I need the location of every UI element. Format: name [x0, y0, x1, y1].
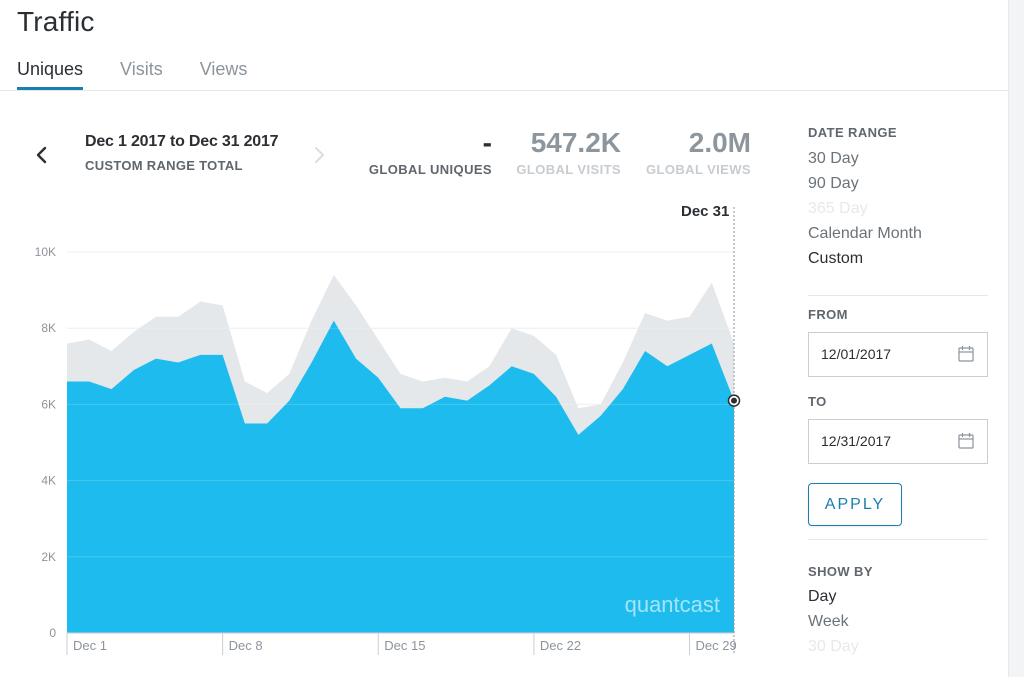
show-by-heading: SHOW BY — [808, 564, 873, 579]
page-scrollbar[interactable] — [1008, 0, 1024, 677]
traffic-tabs: Uniques Visits Views — [17, 59, 284, 90]
to-date-input[interactable]: 12/31/2017 — [808, 419, 988, 464]
chart-hover-date: Dec 31 — [681, 203, 730, 220]
from-date-input[interactable]: 12/01/2017 — [808, 332, 988, 377]
calendar-icon[interactable] — [958, 432, 974, 449]
x-tick-label: Dec 8 — [229, 638, 263, 653]
from-label: FROM — [808, 307, 848, 322]
metric-value: - — [482, 127, 492, 158]
chevron-left-icon — [36, 146, 47, 164]
traffic-chart-svg: 0 2K 4K 6K 8K 10K Dec 1 Dec 8 Dec 15 Dec 22 Dec 29… — [35, 207, 741, 655]
show-by-option-day[interactable]: Day — [808, 588, 837, 605]
y-tick-label: 8K — [41, 321, 56, 335]
divider — [808, 295, 988, 296]
tab-uniques[interactable]: Uniques — [17, 59, 84, 90]
apply-button[interactable]: APPLY — [808, 483, 902, 526]
x-tick-label: Dec 1 — [73, 638, 107, 653]
metric-global-visits[interactable]: 547.2K GLOBAL VISITS — [516, 126, 621, 177]
date-range-option-365-day: 365 Day — [808, 200, 868, 217]
metric-label: GLOBAL VIEWS — [646, 162, 751, 177]
hover-point — [731, 397, 737, 404]
uniques-area — [67, 320, 734, 633]
x-tick-label: Dec 22 — [540, 638, 581, 653]
page-title: Traffic — [17, 6, 95, 37]
next-range-button[interactable] — [309, 141, 329, 169]
y-tick-label: 4K — [41, 474, 56, 488]
tab-visits[interactable]: Visits — [120, 59, 163, 79]
metric-global-uniques[interactable]: - GLOBAL UNIQUES — [369, 126, 492, 177]
y-tick-label: 0 — [49, 626, 56, 640]
to-label: TO — [808, 394, 827, 409]
from-date-value: 12/01/2017 — [821, 346, 892, 362]
y-tick-label: 10K — [35, 245, 56, 259]
y-tick-label: 6K — [41, 397, 56, 411]
tab-views[interactable]: Views — [199, 59, 248, 79]
date-range-option-90-day[interactable]: 90 Day — [808, 175, 859, 192]
show-by-option-week[interactable]: Week — [808, 613, 849, 630]
date-range-option-30-day[interactable]: 30 Day — [808, 150, 859, 167]
metric-value: 547.2K — [530, 127, 621, 158]
chevron-right-icon — [315, 147, 324, 163]
metric-value: 2.0M — [688, 127, 751, 158]
range-title: Dec 1 2017 to Dec 31 2017 — [85, 133, 279, 150]
quantcast-watermark: quantcast — [625, 592, 720, 617]
range-subtitle: CUSTOM RANGE TOTAL — [85, 158, 243, 173]
to-date-value: 12/31/2017 — [821, 433, 892, 449]
y-tick-label: 2K — [41, 550, 56, 564]
calendar-icon[interactable] — [958, 345, 974, 362]
page-header: Traffic Uniques Visits Views — [0, 0, 1008, 91]
date-range-option-calendar-month[interactable]: Calendar Month — [808, 225, 922, 242]
sidebar: DATE RANGE 30 Day 90 Day 365 Day Calenda… — [808, 125, 988, 659]
x-tick-label: Dec 15 — [384, 638, 425, 653]
metric-label: GLOBAL UNIQUES — [368, 162, 492, 177]
traffic-chart[interactable]: 0 2K 4K 6K 8K 10K Dec 1 Dec 8 Dec 15 Dec 22 Dec 29… — [0, 195, 790, 665]
date-range-heading: DATE RANGE — [808, 125, 897, 140]
show-by-option-30-day: 30 Day — [808, 638, 859, 655]
metric-label: GLOBAL VISITS — [516, 162, 621, 177]
metric-global-views[interactable]: 2.0M GLOBAL VIEWS — [646, 126, 751, 177]
divider — [808, 539, 988, 540]
previous-range-button[interactable] — [32, 141, 52, 169]
date-range-option-custom[interactable]: Custom — [808, 250, 864, 267]
x-tick-label: Dec 29 — [696, 638, 737, 653]
